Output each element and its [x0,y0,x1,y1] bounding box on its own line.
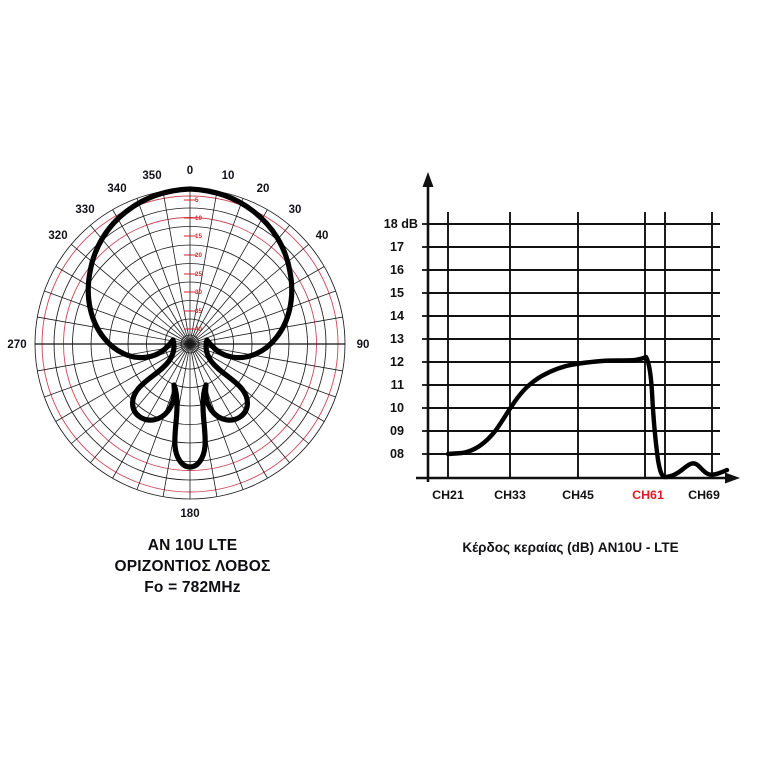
svg-text:15: 15 [195,233,202,240]
gain-grid-horizontal [428,223,720,455]
svg-text:15: 15 [390,286,404,300]
svg-text:340: 340 [107,183,126,195]
svg-text:90: 90 [357,339,370,351]
svg-text:09: 09 [390,424,404,438]
gain-y-tick-labels: 18 dB 17 16 15 14 13 12 11 10 09 08 [384,217,418,461]
svg-text:180: 180 [180,508,199,520]
polar-angle-labels: 0 10 20 30 40 90 180 270 320 330 340 350 [7,165,369,520]
svg-text:350: 350 [142,170,161,182]
svg-text:270: 270 [7,339,26,351]
svg-text:17: 17 [390,240,404,254]
svg-text:25: 25 [195,271,202,278]
svg-text:40: 40 [316,230,329,242]
polar-radial-tick-marks [184,199,196,330]
polar-caption-line-2: ΟΡΙΖΟΝΤΙΟΣ ΛΟΒΟΣ [114,558,271,575]
gain-x-tick-ch45: CH45 [562,488,594,502]
svg-text:10: 10 [222,170,235,182]
gain-x-tick-ch33: CH33 [494,488,526,502]
svg-text:40: 40 [195,326,202,333]
polar-pattern-chart: 5 10 15 20 25 30 35 40 0 [7,165,369,520]
svg-text:30: 30 [195,289,202,296]
polar-caption-line-3: Fo = 782MHz [144,579,241,596]
polar-caption-line-1: AN 10U LTE [147,537,238,554]
gain-trace [445,354,730,480]
svg-text:0: 0 [187,165,193,177]
gain-x-tick-ch69: CH69 [688,488,720,502]
gain-x-tick-labels: CH21 CH33 CH45 CH61 CH69 [432,488,720,502]
gain-caption: Κέρδος κεραίας (dB) AN10U - LTE [462,540,679,555]
svg-text:10: 10 [390,401,404,415]
svg-text:13: 13 [390,332,404,346]
gain-x-tick-ch61: CH61 [632,488,664,502]
svg-text:12: 12 [390,355,404,369]
gain-grid-vertical [447,212,713,478]
svg-text:5: 5 [195,197,199,204]
svg-text:14: 14 [390,309,404,323]
gain-y-ticks [422,223,432,455]
gain-x-tick-ch21: CH21 [432,488,464,502]
svg-text:320: 320 [48,230,67,242]
svg-text:18 dB: 18 dB [384,217,418,231]
gain-x-axis [416,472,740,484]
polar-pattern-trace [85,186,295,470]
svg-text:08: 08 [390,447,404,461]
gain-chart: 18 dB 17 16 15 14 13 12 11 10 09 08 CH21… [384,172,740,502]
svg-text:20: 20 [195,252,202,259]
polar-pattern-panel: 5 10 15 20 25 30 35 40 0 [0,140,385,610]
svg-text:16: 16 [390,263,404,277]
svg-text:35: 35 [195,308,202,315]
svg-text:11: 11 [391,378,404,392]
gain-y-axis [422,172,434,482]
gain-chart-panel: 18 dB 17 16 15 14 13 12 11 10 09 08 CH21… [380,160,761,610]
svg-text:30: 30 [289,204,302,216]
svg-text:20: 20 [257,183,270,195]
svg-text:330: 330 [75,204,94,216]
polar-radial-tick-labels: 5 10 15 20 25 30 35 40 [195,197,202,333]
svg-text:10: 10 [195,215,202,222]
